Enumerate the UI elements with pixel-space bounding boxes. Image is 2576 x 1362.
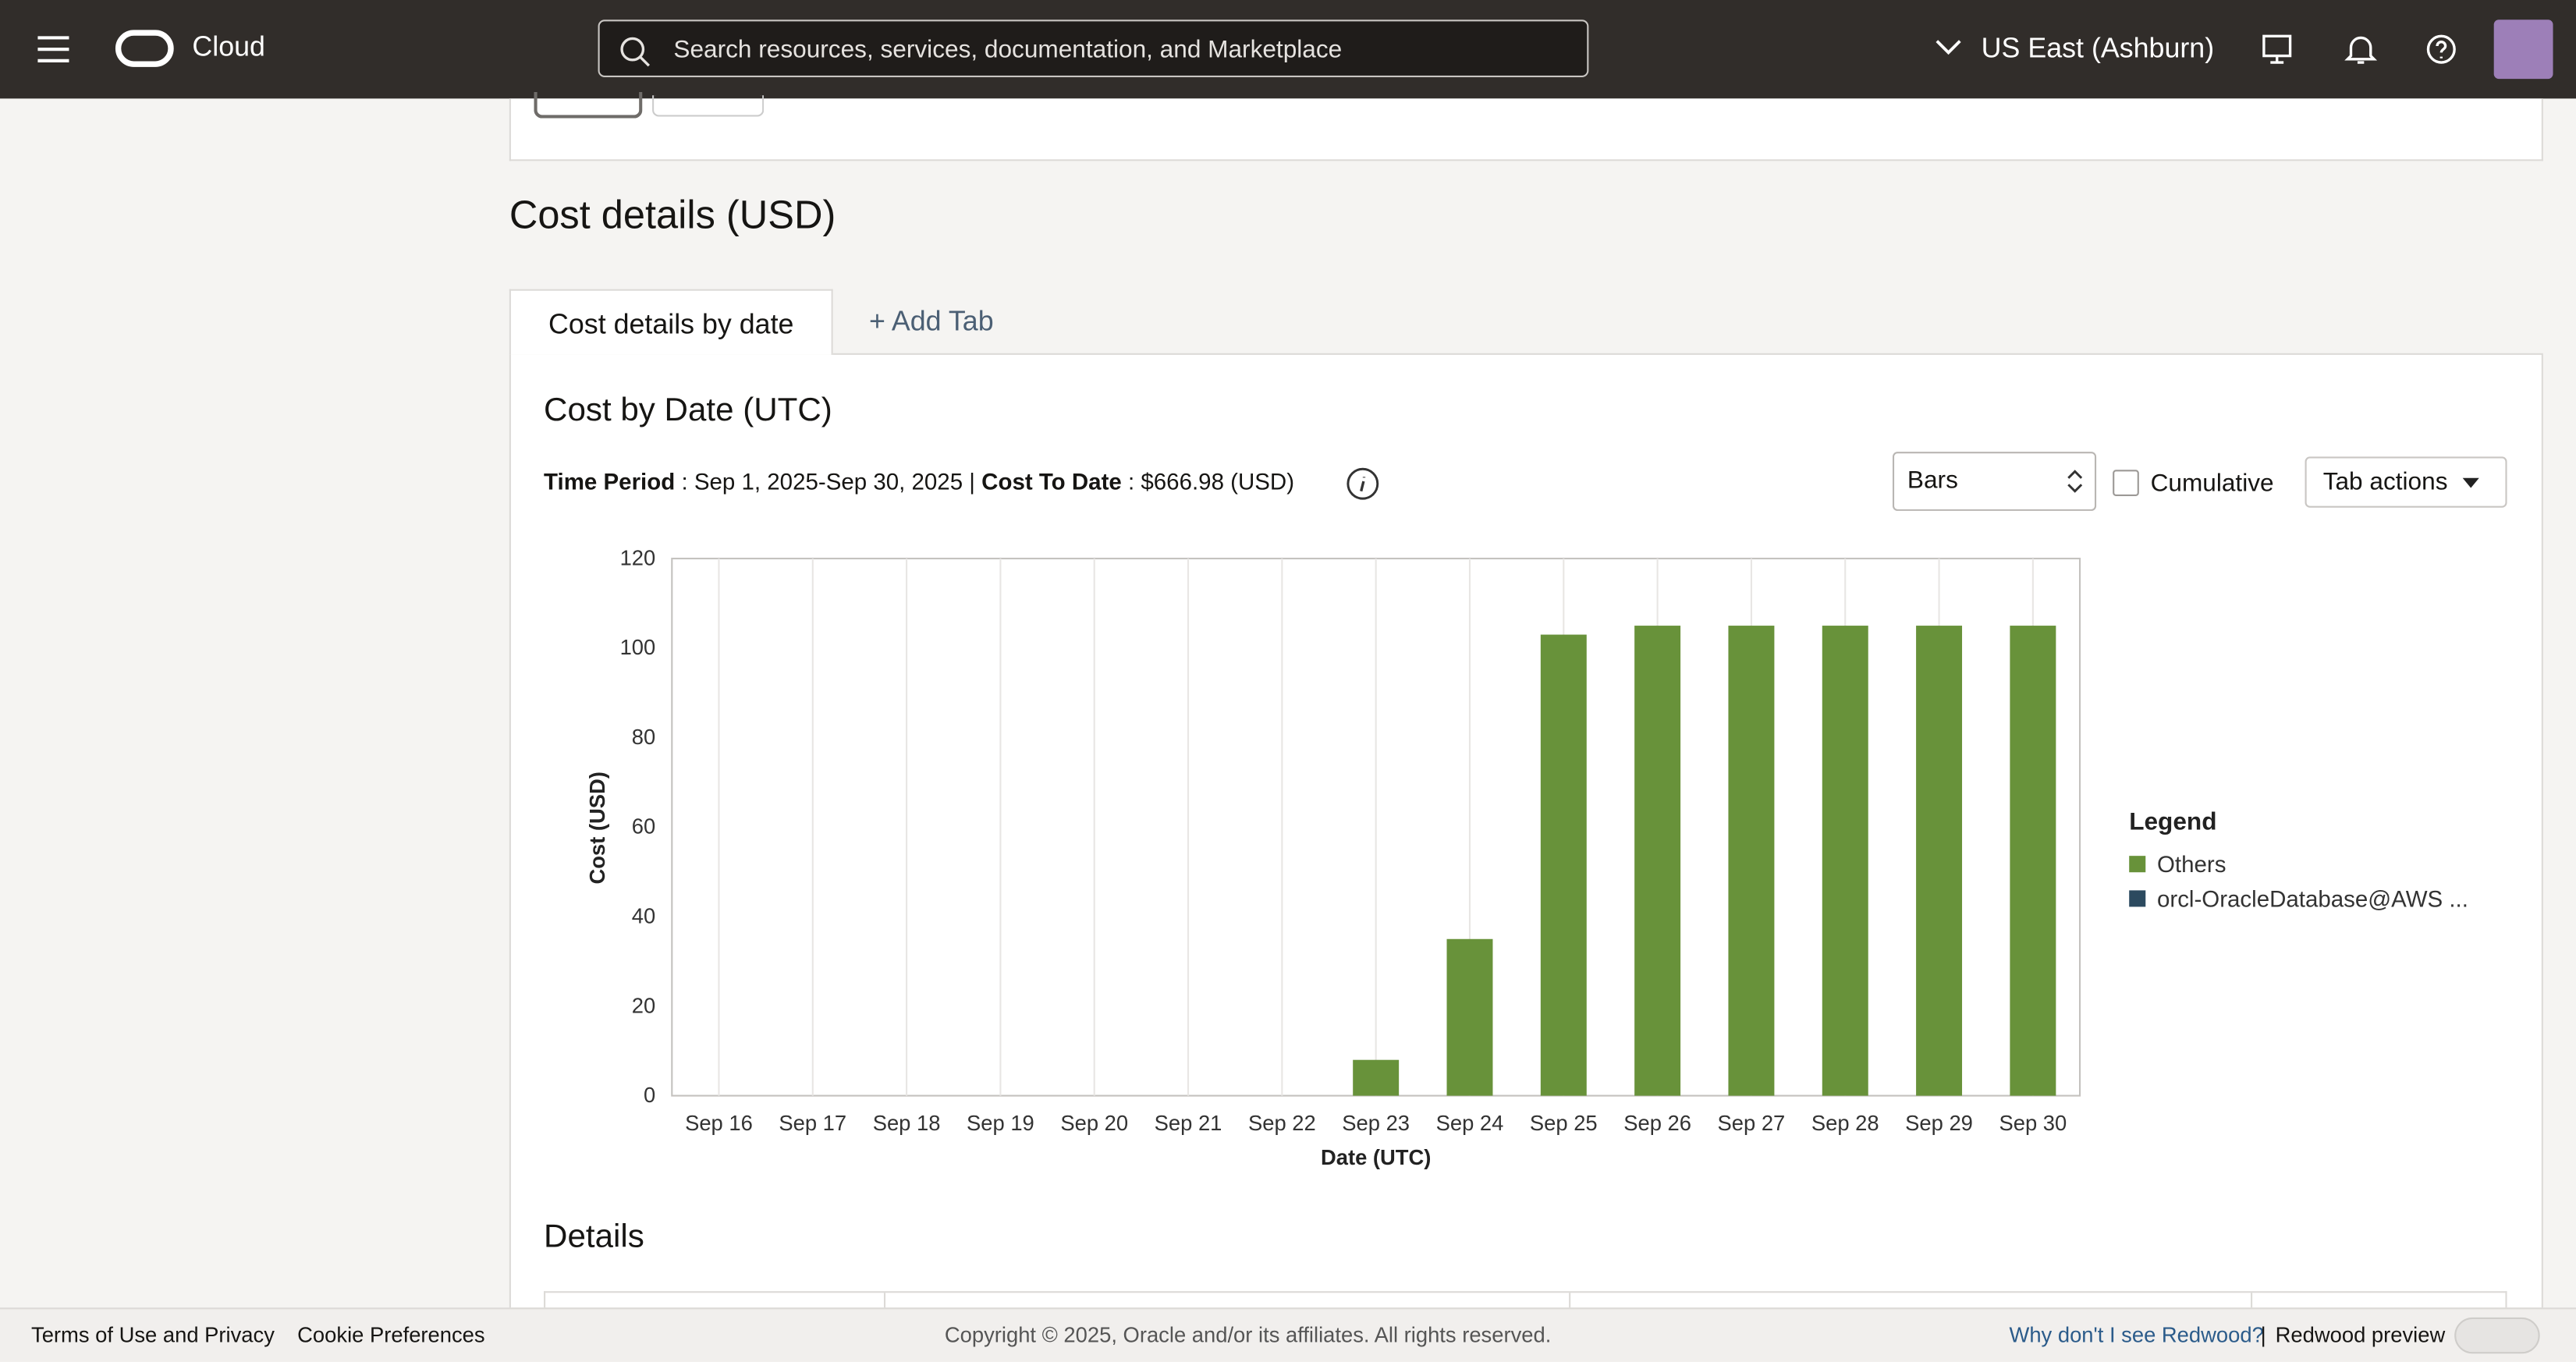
tab-actions-button[interactable]: Tab actions [2305,456,2507,508]
y-tick-label: 0 [644,1083,655,1107]
chart-style-select[interactable]: Bars [1892,452,2097,511]
tab[interactable]: Cost details by date [509,289,833,355]
footer-link[interactable]: Why don't I see Redwood? [2009,1322,2264,1347]
info-icon[interactable] [1346,466,1380,501]
x-tick-label: Sep 20 [1060,1111,1128,1135]
x-tick-label: Sep 27 [1718,1111,1786,1135]
footer-text: Redwood preview [2275,1322,2446,1347]
value: : Sep 1, 2025-Sep 30, 2025 | [681,468,975,495]
label: Cost To Date [981,468,1122,495]
x-tick-label: Sep 17 [779,1111,846,1135]
column-divider [1569,1293,1571,1313]
redwood-toggle[interactable] [2454,1317,2540,1354]
y-tick-label: 60 [632,814,655,839]
x-tick-label: Sep 22 [1248,1111,1316,1135]
avatar[interactable] [2493,20,2553,80]
apply-button[interactable] [534,91,643,119]
legend-swatch [2129,856,2146,873]
copyright: Copyright © 2025, Oracle and/or its affi… [944,1322,1552,1347]
bar [1446,938,1493,1096]
y-tick-label: 40 [632,903,655,928]
x-tick-label: Sep 16 [685,1111,753,1135]
separator: | [2260,1322,2266,1347]
legend-label: Others [2157,852,2226,878]
filter-panel [509,91,2543,161]
bar [1634,626,1681,1096]
bar [1822,626,1868,1096]
details-title: Details [544,1218,644,1255]
help-icon[interactable] [2425,33,2457,66]
y-tick-label: 20 [632,993,655,1017]
x-tick-label: Sep 18 [873,1111,941,1135]
bar [1353,1059,1400,1096]
y-tick-label: 100 [620,635,656,659]
add-tab[interactable]: + Add Tab [869,305,994,337]
label: Time Period [544,468,676,495]
select-value: Bars [1907,466,1958,495]
cloud-shell-icon[interactable] [2261,33,2294,66]
select-arrows [2067,470,2083,493]
top-bar: Cloud Search resources, services, docume… [0,0,2576,99]
details-table [544,1291,2507,1313]
checkbox[interactable] [2113,470,2139,496]
x-tick-label: Sep 28 [1811,1111,1879,1135]
footer-link[interactable]: Cookie Preferences [297,1322,485,1347]
caret [2462,477,2479,488]
search-placeholder: Search resources, services, documentatio… [673,36,1343,65]
chart: 0 20 40 60 80 100 120 Sep 16 Sep 17 Sep 18 Sep 19 S… [585,545,2468,1169]
x-axis-label: Date (UTC) [1321,1145,1431,1169]
value: : $666.98 (USD) [1128,468,1295,495]
logo[interactable] [115,30,174,69]
x-tick-label: Sep 25 [1530,1111,1598,1135]
x-tick-label: Sep 26 [1623,1111,1691,1135]
y-axis-label: Cost (USD) [585,771,609,884]
menu-icon[interactable] [36,33,72,66]
reset-button[interactable] [652,95,765,117]
region[interactable]: US East (Ashburn) [1981,33,2215,65]
region-chevron[interactable] [1934,36,1964,59]
footer-link[interactable]: Terms of Use and Privacy [31,1322,275,1347]
notifications-icon[interactable] [2344,33,2378,66]
legend-title: Legend [2129,807,2216,835]
bar [2010,626,2056,1096]
section-title: Cost details (USD) [509,193,836,239]
button-label: Tab actions [2322,468,2448,496]
y-tick-label: 80 [632,725,655,749]
summary-row: Time Period : Sep 1, 2025-Sep 30, 2025 |… [544,468,1294,495]
footer: Terms of Use and Privacy Cookie Preferen… [0,1307,2576,1362]
y-tick-label: 120 [620,545,656,569]
x-tick-label: Sep 23 [1342,1111,1410,1135]
legend-swatch [2129,890,2146,907]
checkbox-label[interactable]: Cumulative [2150,470,2274,498]
column-divider [883,1293,886,1313]
search-icon [620,37,651,67]
bar [1916,626,1963,1096]
column-divider [2251,1293,2253,1313]
x-tick-label: Sep 21 [1155,1111,1222,1135]
bar [1728,626,1775,1096]
legend-label: orcl-OracleDatabase@AWS ... [2157,886,2468,912]
brand: Cloud [192,31,265,63]
chart-title: Cost by Date (UTC) [544,392,832,429]
x-tick-label: Sep 30 [1999,1111,2067,1135]
bar [1540,634,1587,1096]
x-tick-label: Sep 19 [967,1111,1034,1135]
search-box[interactable]: Search resources, services, documentatio… [598,20,1589,77]
x-tick-label: Sep 24 [1436,1111,1504,1135]
x-tick-label: Sep 29 [1905,1111,1973,1135]
